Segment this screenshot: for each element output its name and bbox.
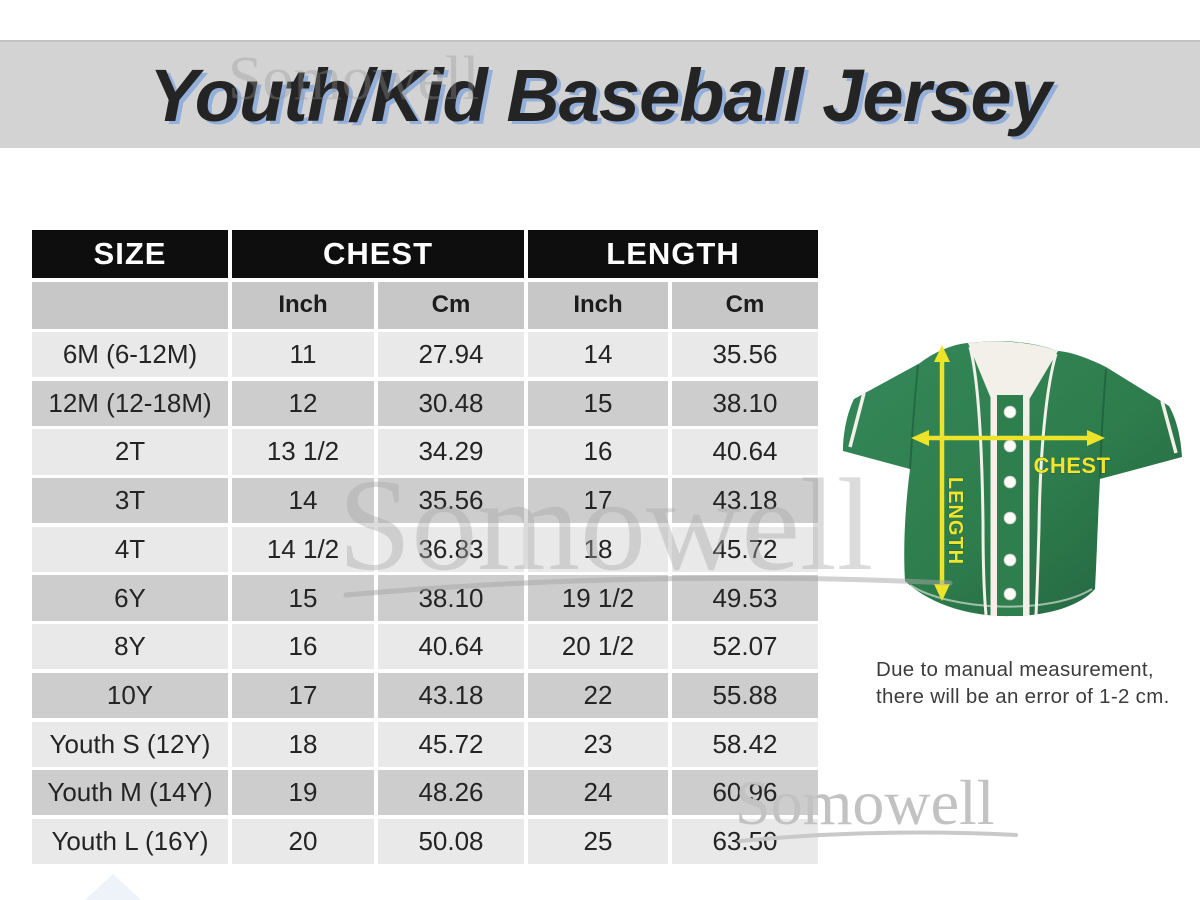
chest-inch-cell: 17 — [232, 672, 374, 718]
size-cell: 2T — [32, 429, 228, 475]
length-inch-cell: 22 — [528, 672, 668, 718]
length-inch-cell: 19 1/2 — [528, 575, 668, 621]
size-cell: 4T — [32, 526, 228, 572]
length-cm-cell: 49.53 — [672, 575, 818, 621]
jersey-seam-right — [1099, 368, 1107, 478]
subheader-empty — [32, 281, 228, 329]
chest-cm-cell: 27.94 — [378, 332, 524, 378]
corner-artifact — [85, 874, 141, 900]
length-cm-cell: 60.96 — [672, 770, 818, 816]
chest-cm-cell: 38.10 — [378, 575, 524, 621]
size-cell: 8Y — [32, 624, 228, 670]
jersey-buttons — [1003, 405, 1017, 601]
length-cm-cell: 40.64 — [672, 429, 818, 475]
col-header-chest: CHEST — [232, 230, 524, 278]
length-cm-cell: 35.56 — [672, 332, 818, 378]
jersey-placket-strip — [997, 395, 1023, 616]
chest-inch-cell: 20 — [232, 818, 374, 865]
chest-cm-cell: 35.56 — [378, 478, 524, 524]
chest-inch-cell: 18 — [232, 721, 374, 767]
chest-cm-cell: 40.64 — [378, 624, 524, 670]
jersey-cuff-stripe-right — [1160, 400, 1178, 454]
page-title: Youth/Kid Baseball Jersey — [149, 53, 1052, 137]
size-chart-table: SIZE CHEST LENGTH Inch Cm Inch Cm 6M (6-… — [32, 230, 818, 865]
size-cell: 10Y — [32, 672, 228, 718]
chest-inch-cell: 12 — [232, 380, 374, 426]
jersey-cuff-stripe-left — [848, 392, 866, 448]
length-inch-cell: 23 — [528, 721, 668, 767]
length-inch-cell: 14 — [528, 332, 668, 378]
chest-inch-cell: 14 1/2 — [232, 526, 374, 572]
chest-cm-cell: 43.18 — [378, 672, 524, 718]
jersey-collar-inner — [968, 341, 1058, 403]
subheader-chest-cm: Cm — [378, 281, 524, 329]
length-inch-cell: 25 — [528, 818, 668, 865]
chest-inch-cell: 14 — [232, 478, 374, 524]
chest-arrowhead-left — [911, 430, 929, 446]
chest-inch-cell: 15 — [232, 575, 374, 621]
chest-cm-cell: 36.83 — [378, 526, 524, 572]
size-cell: Youth S (12Y) — [32, 721, 228, 767]
length-cm-cell: 58.42 — [672, 721, 818, 767]
chest-cm-cell: 45.72 — [378, 721, 524, 767]
jersey-piping-right — [1034, 353, 1058, 616]
length-cm-cell: 43.18 — [672, 478, 818, 524]
subheader-chest-inch: Inch — [232, 281, 374, 329]
length-inch-cell: 18 — [528, 526, 668, 572]
chest-label: CHEST — [1033, 453, 1110, 478]
col-header-length: LENGTH — [528, 230, 818, 278]
length-label: LENGTH — [944, 477, 966, 565]
chest-inch-cell: 16 — [232, 624, 374, 670]
size-cell: Youth M (14Y) — [32, 770, 228, 816]
size-cell: 6M (6-12M) — [32, 332, 228, 378]
col-header-size: SIZE — [32, 230, 228, 278]
length-inch-cell: 17 — [528, 478, 668, 524]
length-inch-cell: 24 — [528, 770, 668, 816]
length-cm-cell: 38.10 — [672, 380, 818, 426]
measurement-note-line2: there will be an error of 1-2 cm. — [876, 685, 1170, 708]
chest-cm-cell: 30.48 — [378, 380, 524, 426]
length-cm-cell: 55.88 — [672, 672, 818, 718]
jersey-piping-left — [968, 346, 988, 616]
chest-cm-cell: 50.08 — [378, 818, 524, 865]
length-cm-cell: 63.50 — [672, 818, 818, 865]
size-cell: Youth L (16Y) — [32, 818, 228, 865]
chest-cm-cell: 48.26 — [378, 770, 524, 816]
length-cm-cell: 45.72 — [672, 526, 818, 572]
length-inch-cell: 16 — [528, 429, 668, 475]
subheader-length-cm: Cm — [672, 281, 818, 329]
length-inch-cell: 15 — [528, 380, 668, 426]
chest-cm-cell: 34.29 — [378, 429, 524, 475]
length-cm-cell: 52.07 — [672, 624, 818, 670]
jersey-seam-left — [909, 364, 919, 470]
measurement-note: Due to manual measurement, there will be… — [876, 656, 1170, 710]
measurement-note-line1: Due to manual measurement, — [876, 658, 1154, 681]
size-cell: 6Y — [32, 575, 228, 621]
chest-inch-cell: 11 — [232, 332, 374, 378]
subheader-length-inch: Inch — [528, 281, 668, 329]
length-arrowhead-top — [934, 345, 950, 362]
chest-inch-cell: 19 — [232, 770, 374, 816]
jersey-figure: CHEST LENGTH — [843, 341, 1182, 617]
chest-arrowhead-right — [1087, 430, 1105, 446]
size-cell: 3T — [32, 478, 228, 524]
length-inch-cell: 20 1/2 — [528, 624, 668, 670]
size-cell: 12M (12-18M) — [32, 380, 228, 426]
chest-inch-cell: 13 1/2 — [232, 429, 374, 475]
title-banner: Youth/Kid Baseball Jersey — [0, 40, 1200, 148]
